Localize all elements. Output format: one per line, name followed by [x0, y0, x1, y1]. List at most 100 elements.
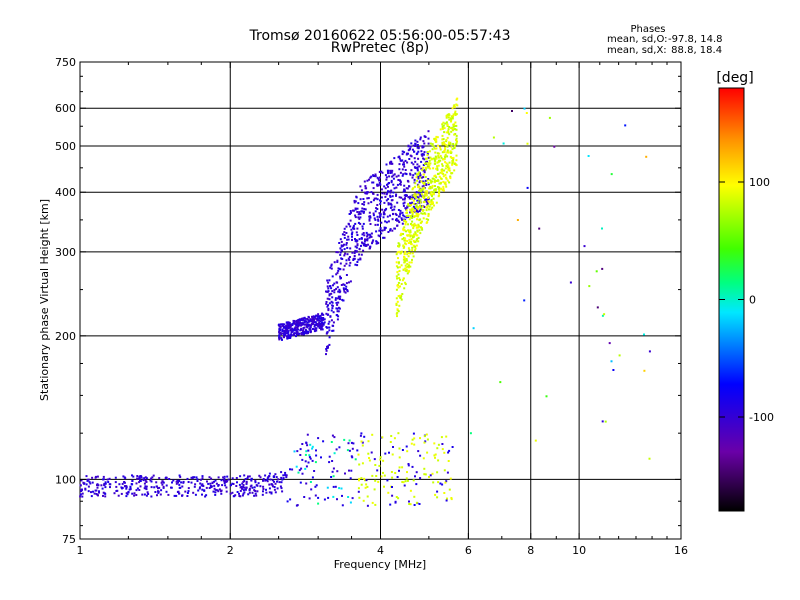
data-point [442, 138, 445, 141]
data-point [416, 140, 419, 143]
data-point [395, 193, 398, 196]
data-point [222, 479, 225, 482]
data-point [386, 479, 389, 482]
data-point [432, 197, 435, 200]
data-point [450, 120, 452, 123]
data-point [403, 219, 406, 222]
data-point [437, 144, 439, 147]
data-point [368, 218, 371, 221]
data-point [150, 495, 153, 498]
data-point [162, 485, 165, 488]
data-point [382, 459, 385, 462]
data-point [328, 336, 331, 339]
data-point [358, 238, 361, 241]
data-point [126, 493, 129, 496]
data-point [385, 221, 388, 224]
data-point [180, 481, 183, 484]
data-point [325, 349, 328, 352]
data-point [426, 206, 429, 209]
data-point [345, 285, 348, 288]
data-point [427, 183, 430, 186]
data-point [422, 182, 425, 184]
data-point [97, 494, 99, 497]
data-point [205, 486, 208, 489]
data-point [421, 185, 424, 188]
data-point [409, 489, 412, 492]
data-point [264, 474, 267, 477]
data-point [302, 318, 305, 321]
data-point [302, 322, 305, 325]
data-point [311, 320, 314, 323]
data-point [419, 136, 422, 139]
data-point [408, 158, 411, 160]
data-point [266, 477, 269, 480]
data-point [648, 457, 651, 460]
data-point [262, 490, 264, 493]
data-point [248, 487, 251, 490]
data-point [396, 277, 399, 280]
data-point [336, 314, 339, 317]
data-point [270, 491, 273, 494]
data-point [293, 450, 296, 453]
data-point [238, 483, 241, 486]
data-point [431, 472, 434, 475]
data-point [417, 191, 420, 194]
data-point [443, 169, 446, 172]
data-point [246, 477, 249, 479]
data-point [443, 451, 446, 454]
y-tick-label: 750 [55, 56, 76, 69]
data-point [405, 259, 408, 262]
data-point [371, 181, 374, 184]
data-point [289, 468, 291, 471]
data-point [403, 198, 406, 201]
data-point [442, 189, 445, 192]
data-point [419, 138, 422, 141]
data-point [285, 476, 288, 479]
data-point [430, 180, 433, 183]
data-point [419, 198, 422, 201]
data-point [428, 205, 431, 208]
data-point [336, 251, 339, 254]
data-point [409, 265, 412, 268]
data-point [416, 163, 419, 166]
data-point [451, 163, 454, 166]
data-point [278, 338, 281, 341]
data-point [380, 188, 383, 191]
data-point [334, 297, 337, 300]
data-point [326, 326, 329, 329]
data-point [206, 480, 208, 483]
data-point [435, 157, 438, 160]
data-point [398, 466, 401, 469]
data-point [145, 485, 148, 488]
data-point [349, 501, 352, 504]
data-point [223, 482, 226, 484]
data-point [441, 134, 444, 137]
data-point [405, 270, 408, 273]
data-point [352, 442, 355, 445]
data-point [81, 492, 84, 495]
data-point [278, 323, 281, 326]
data-point [383, 485, 385, 488]
data-point [143, 477, 146, 480]
data-point [314, 321, 317, 324]
data-point [452, 113, 455, 116]
data-point [374, 173, 377, 176]
data-point [384, 220, 387, 223]
data-point [336, 498, 338, 501]
data-point [393, 157, 396, 160]
data-point [250, 477, 253, 480]
data-point [354, 238, 356, 240]
data-point [389, 162, 392, 165]
data-point [305, 482, 308, 485]
data-point [341, 233, 344, 236]
data-point [254, 479, 257, 482]
data-point [327, 307, 330, 310]
data-point [361, 444, 364, 447]
data-point [283, 333, 286, 336]
data-point [447, 165, 450, 168]
data-point [612, 369, 615, 371]
data-point [526, 142, 529, 145]
data-point [405, 477, 408, 480]
data-point [138, 481, 141, 484]
